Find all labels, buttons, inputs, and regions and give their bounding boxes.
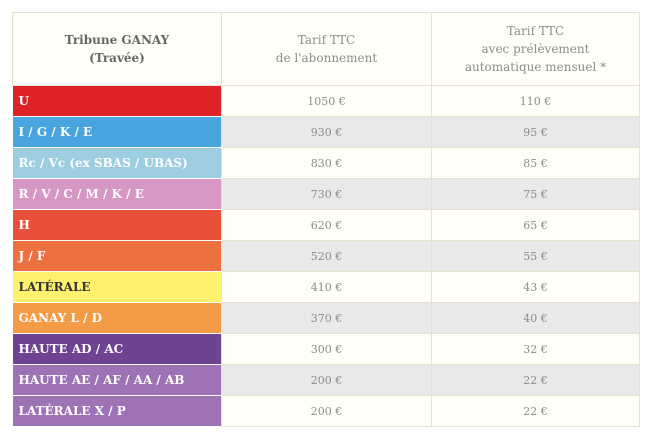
- monthly-price: 95 €: [431, 116, 640, 148]
- table-header: Tribune GANAY (Travée) Tarif TTC de l'ab…: [12, 12, 640, 86]
- subscription-price: 410 €: [221, 271, 432, 303]
- subscription-price: 200 €: [221, 395, 432, 427]
- table-row: HAUTE AE / AF / AA / AB 200 €22 €: [12, 364, 640, 396]
- tribune-label: H: [12, 209, 222, 241]
- table-row: LATÉRALE 410 €43 €: [12, 271, 640, 303]
- header-monthly-line: avec prélèvement: [481, 42, 590, 56]
- table-row: GANAY L / D 370 €40 €: [12, 302, 640, 334]
- monthly-price: 22 €: [431, 364, 640, 396]
- subscription-price: 830 €: [221, 147, 432, 179]
- monthly-price: 32 €: [431, 333, 640, 365]
- table-row: HAUTE AD / AC 300 €32 €: [12, 333, 640, 365]
- header-price-line: de l'abonnement: [275, 51, 378, 65]
- pricing-table: Tribune GANAY (Travée) Tarif TTC de l'ab…: [12, 12, 640, 427]
- subscription-price: 1050 €: [221, 85, 432, 117]
- header-tribune-line: (Travée): [89, 51, 145, 65]
- monthly-price: 75 €: [431, 178, 640, 210]
- monthly-price: 43 €: [431, 271, 640, 303]
- subscription-price: 300 €: [221, 333, 432, 365]
- monthly-price: 110 €: [431, 85, 640, 117]
- subscription-price: 370 €: [221, 302, 432, 334]
- table-row: J / F 520 €55 €: [12, 240, 640, 272]
- tribune-label: GANAY L / D: [12, 302, 222, 334]
- header-price-line: Tarif TTC: [297, 33, 356, 47]
- monthly-price: 55 €: [431, 240, 640, 272]
- tribune-label: LATÉRALE X / P: [12, 395, 222, 427]
- tribune-label: Rc / Vc (ex SBAS / UBAS): [12, 147, 222, 179]
- tribune-label: HAUTE AD / AC: [12, 333, 222, 365]
- table-row: U 1050 €110 €: [12, 85, 640, 117]
- table-row: H 620 €65 €: [12, 209, 640, 241]
- monthly-price: 65 €: [431, 209, 640, 241]
- table-row: R / V / C / M / K / E 730 €75 €: [12, 178, 640, 210]
- tribune-label: U: [12, 85, 222, 117]
- monthly-price: 85 €: [431, 147, 640, 179]
- subscription-price: 200 €: [221, 364, 432, 396]
- header-tribune-line: Tribune GANAY: [64, 33, 170, 47]
- header-monthly-price: Tarif TTC avec prélèvement automatique m…: [431, 12, 640, 86]
- tribune-label: LATÉRALE: [12, 271, 222, 303]
- header-row: Tribune GANAY (Travée) Tarif TTC de l'ab…: [12, 12, 640, 86]
- table-row: LATÉRALE X / P 200 €22 €: [12, 395, 640, 427]
- header-tribune: Tribune GANAY (Travée): [12, 12, 222, 86]
- header-subscription-price: Tarif TTC de l'abonnement: [221, 12, 432, 86]
- tribune-label: J / F: [12, 240, 222, 272]
- header-monthly-line: Tarif TTC: [506, 24, 565, 38]
- subscription-price: 620 €: [221, 209, 432, 241]
- subscription-price: 930 €: [221, 116, 432, 148]
- tribune-label: R / V / C / M / K / E: [12, 178, 222, 210]
- table-row: I / G / K / E 930 €95 €: [12, 116, 640, 148]
- subscription-price: 520 €: [221, 240, 432, 272]
- monthly-price: 40 €: [431, 302, 640, 334]
- tribune-label: I / G / K / E: [12, 116, 222, 148]
- header-monthly-line: automatique mensuel *: [464, 60, 607, 74]
- subscription-price: 730 €: [221, 178, 432, 210]
- tribune-label: HAUTE AE / AF / AA / AB: [12, 364, 222, 396]
- monthly-price: 22 €: [431, 395, 640, 427]
- pricing-table-container: Tribune GANAY (Travée) Tarif TTC de l'ab…: [12, 12, 640, 427]
- table-row: Rc / Vc (ex SBAS / UBAS) 830 €85 €: [12, 147, 640, 179]
- table-body: U 1050 €110 € I / G / K / E 930 €95 € Rc / V…: [12, 85, 640, 427]
